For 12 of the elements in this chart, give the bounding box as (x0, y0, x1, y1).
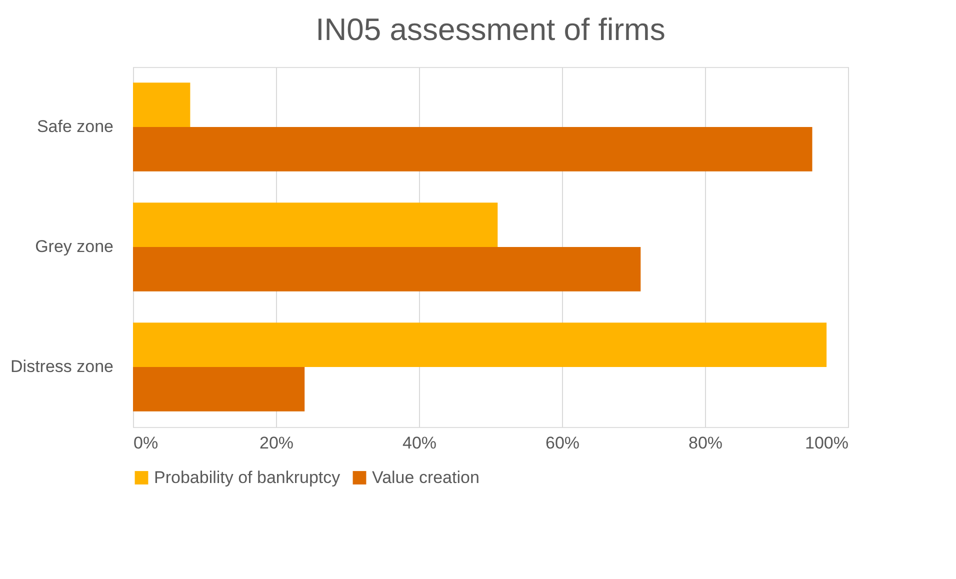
x-tick-label: 20% (259, 434, 294, 452)
chart-title: IN05 assessment of firms (316, 12, 666, 47)
x-tick-label: 0% (134, 434, 158, 452)
legend-label: Probability of bankruptcy (154, 468, 341, 487)
x-tick-label: 40% (402, 434, 437, 452)
x-tick-label: 80% (688, 434, 723, 452)
legend-label: Value creation (372, 468, 480, 487)
y-tick-label: Safe zone (36, 117, 114, 136)
x-tick-label: 100% (805, 434, 848, 452)
y-tick-label: Grey zone (35, 237, 114, 256)
x-tick-label: 60% (545, 434, 580, 452)
y-tick-label: Distress zone (10, 357, 114, 376)
